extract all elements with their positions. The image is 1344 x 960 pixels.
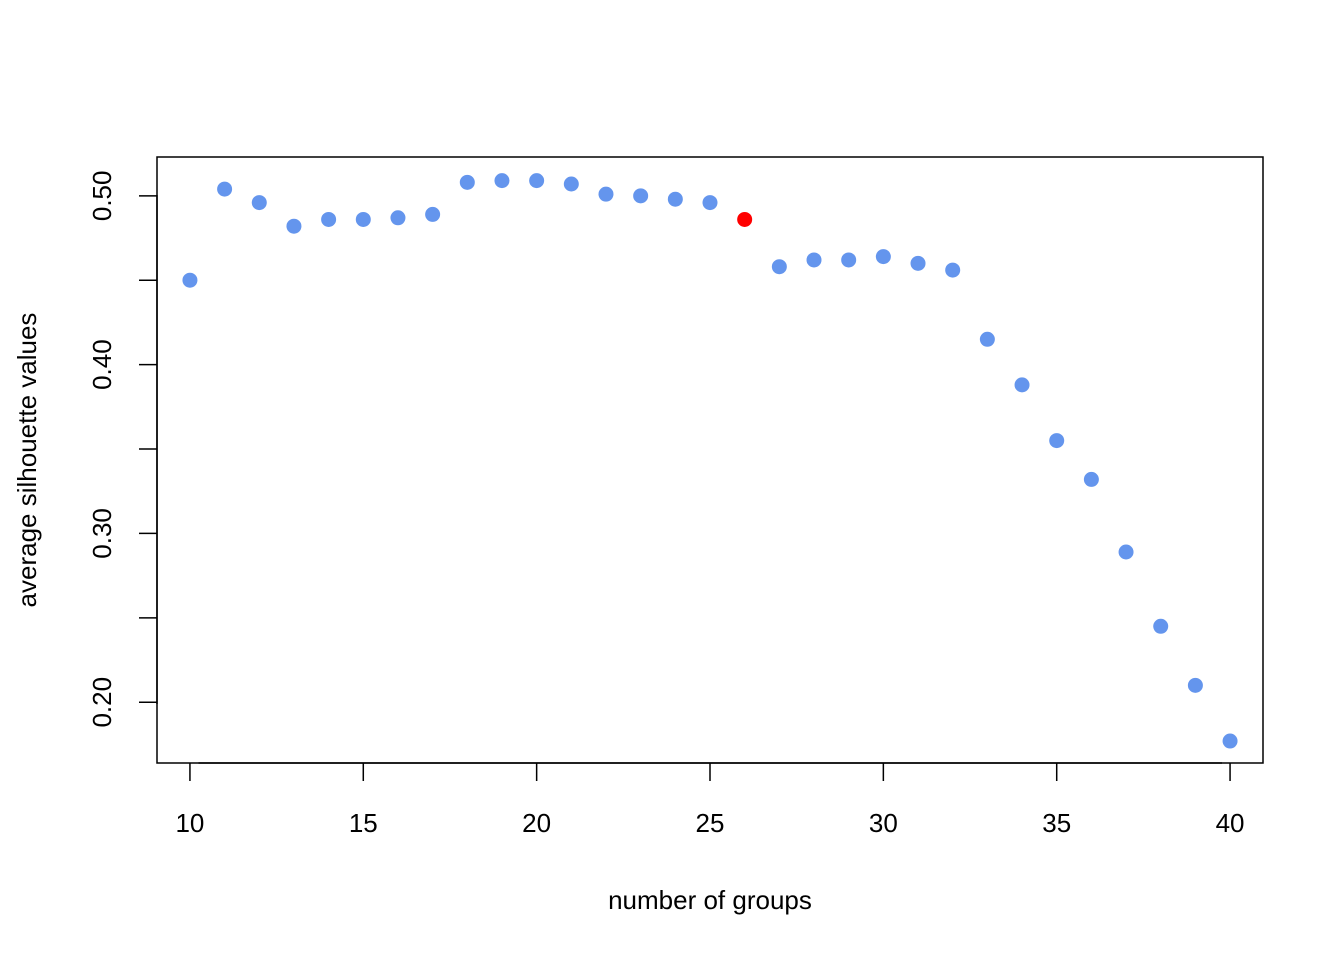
data-point: [1014, 377, 1030, 393]
data-point: [910, 255, 926, 271]
data-point: [529, 173, 545, 189]
data-point: [771, 259, 787, 275]
x-tick-label: 20: [522, 808, 551, 838]
y-tick-label: 0.20: [87, 677, 117, 728]
data-point: [217, 181, 233, 197]
data-point: [390, 210, 406, 226]
x-tick-label: 10: [175, 808, 204, 838]
data-point: [1153, 618, 1169, 634]
y-tick-label: 0.30: [87, 508, 117, 559]
data-point: [251, 195, 267, 211]
data-point: [875, 249, 891, 265]
x-tick-label: 25: [696, 808, 725, 838]
plot-frame: [156, 156, 1264, 764]
data-point: [355, 211, 371, 227]
data-point: [425, 206, 441, 222]
x-axis-label: number of groups: [608, 885, 812, 915]
data-point: [667, 191, 683, 207]
data-point: [286, 218, 302, 234]
y-axis-label: average silhouette values: [12, 313, 42, 608]
data-point: [494, 173, 510, 189]
y-tick-label: 0.40: [87, 339, 117, 390]
data-points: [182, 173, 1238, 749]
data-point: [979, 331, 995, 347]
data-point: [598, 186, 614, 202]
highlighted-point: [737, 211, 753, 227]
data-point: [945, 262, 961, 278]
data-point: [563, 176, 579, 192]
x-tick-label: 15: [349, 808, 378, 838]
y-tick-label: 0.50: [87, 171, 117, 222]
x-axis-ticks: 10 15 20 25 30 35 40: [175, 763, 1245, 838]
y-axis-ticks: 0.20 0.30 0.40 0.50: [87, 171, 157, 728]
data-point: [1083, 471, 1099, 487]
data-point: [633, 188, 649, 204]
data-point: [459, 174, 475, 190]
x-tick-label: 35: [1042, 808, 1071, 838]
x-tick-label: 40: [1216, 808, 1245, 838]
data-point: [182, 272, 198, 288]
data-point: [321, 211, 337, 227]
x-tick-label: 30: [869, 808, 898, 838]
data-point: [1049, 433, 1065, 449]
data-point: [841, 252, 857, 268]
data-point: [806, 252, 822, 268]
data-point: [1187, 677, 1203, 693]
data-point: [702, 195, 718, 211]
data-point: [1118, 544, 1134, 560]
data-point: [1222, 733, 1238, 749]
